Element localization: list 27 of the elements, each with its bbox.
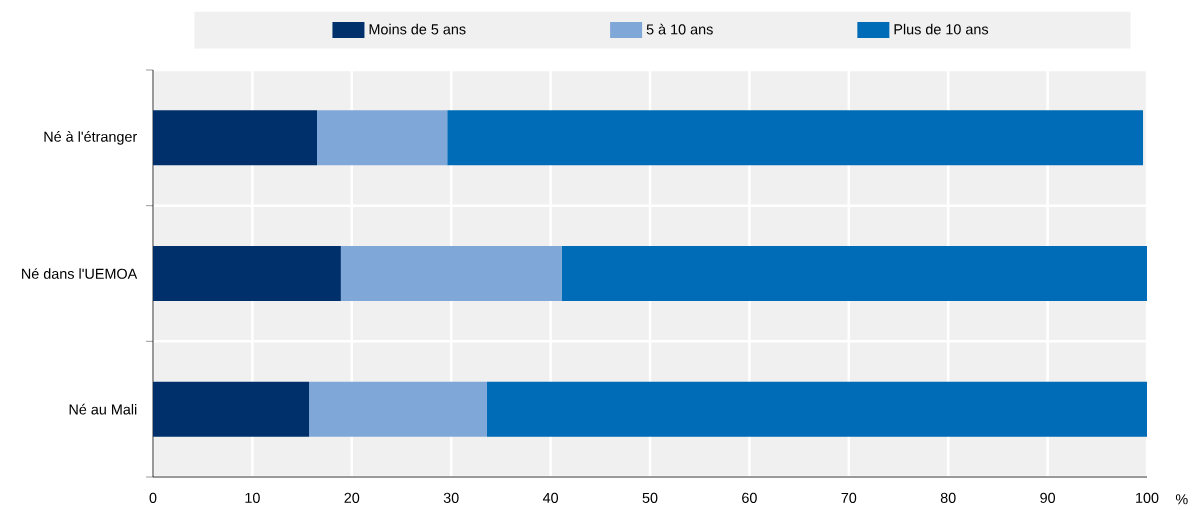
bar bbox=[309, 381, 487, 437]
y-tick-label: Né à l'étranger bbox=[44, 131, 137, 145]
x-tick-label: 30 bbox=[443, 492, 459, 503]
bar bbox=[153, 246, 341, 301]
bar bbox=[561, 246, 1148, 301]
legend-label: 5 à 10 ans bbox=[646, 23, 713, 35]
legend-label: Moins de 5 ans bbox=[369, 23, 466, 35]
bar bbox=[340, 246, 562, 301]
legend-label: Plus de 10 ans bbox=[894, 23, 989, 35]
x-tick-label: 10 bbox=[245, 492, 260, 503]
y-tick-label: Né dans l'UEMOA bbox=[22, 268, 138, 279]
x-tick-label: 80 bbox=[940, 492, 956, 503]
x-axis-title: % bbox=[1175, 494, 1188, 505]
bar bbox=[486, 381, 1148, 437]
x-tick-label: 60 bbox=[742, 492, 757, 503]
x-tick-label: 40 bbox=[542, 492, 559, 503]
bar bbox=[317, 110, 448, 166]
bar bbox=[153, 110, 318, 166]
x-tick-label: 70 bbox=[841, 492, 857, 503]
x-tick-label: 100 bbox=[1136, 492, 1159, 503]
y-tick-label: Né au Mali bbox=[69, 403, 137, 415]
x-tick-label: 0 bbox=[149, 492, 157, 503]
bar bbox=[447, 110, 1144, 166]
x-tick-label: 50 bbox=[642, 492, 658, 503]
bar bbox=[153, 381, 310, 437]
x-tick-label: 20 bbox=[344, 492, 360, 503]
x-tick-label: 90 bbox=[1040, 492, 1056, 503]
